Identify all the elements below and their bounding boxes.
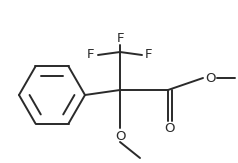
Text: F: F bbox=[116, 31, 124, 44]
Text: F: F bbox=[87, 49, 95, 61]
Text: O: O bbox=[115, 129, 125, 142]
Text: F: F bbox=[145, 49, 153, 61]
Text: O: O bbox=[164, 121, 175, 134]
Text: O: O bbox=[205, 72, 215, 84]
